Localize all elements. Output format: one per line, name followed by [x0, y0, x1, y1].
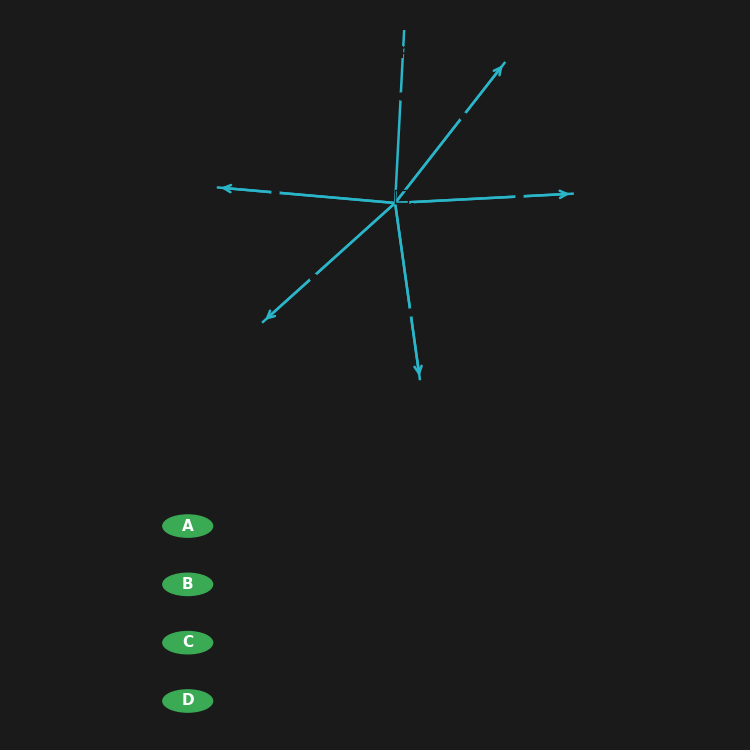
Text: S: S — [268, 172, 280, 190]
Circle shape — [163, 690, 212, 712]
Text: C: C — [182, 635, 194, 650]
Text: U: U — [402, 202, 416, 220]
Text: A: A — [182, 518, 194, 533]
Text: A pair of supplementary angles are:: A pair of supplementary angles are: — [170, 481, 469, 499]
Circle shape — [163, 515, 212, 537]
Text: ∠SUR and ∠PUQ: ∠SUR and ∠PUQ — [241, 517, 382, 535]
Text: ∠TUS and ∠QUN: ∠TUS and ∠QUN — [241, 575, 383, 593]
Text: T: T — [406, 88, 418, 106]
Text: B: B — [182, 577, 194, 592]
Text: ∠TUP and ∠SUR: ∠TUP and ∠SUR — [241, 692, 379, 710]
Circle shape — [163, 573, 212, 596]
Text: D: D — [182, 694, 194, 709]
Text: Q: Q — [512, 197, 526, 215]
Text: R: R — [301, 260, 313, 278]
Text: Use the figure to select a pair of supplementary angles.: Use the figure to select a pair of suppl… — [164, 43, 671, 58]
Text: ∠RUN and ∠TUP: ∠RUN and ∠TUP — [241, 634, 381, 652]
Circle shape — [163, 632, 212, 654]
Text: N: N — [417, 303, 430, 321]
Text: P: P — [469, 110, 481, 128]
